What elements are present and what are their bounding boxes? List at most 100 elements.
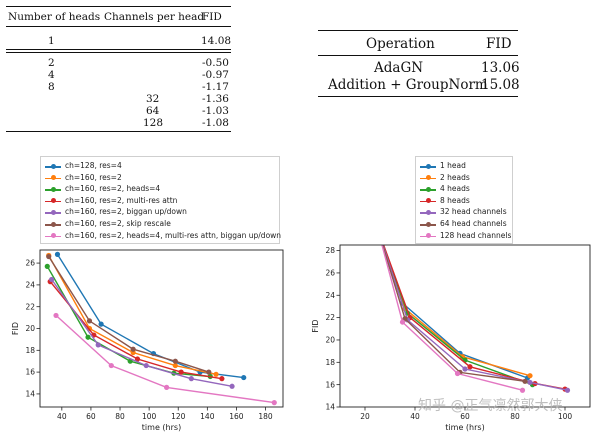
- norm-ablation-table: Operation FID AdaGN 13.06 Addition + Gro…: [318, 30, 520, 98]
- x-tick-label: 60: [460, 412, 470, 421]
- series-line: [381, 245, 523, 391]
- legend-marker: [45, 207, 61, 217]
- data-point: [49, 276, 55, 283]
- legend-label: 4 heads: [440, 184, 470, 194]
- legend-label: ch=128, res=4: [65, 161, 122, 170]
- legend-label: 1 head: [440, 161, 466, 170]
- legend-label: 32 head channels: [440, 207, 507, 217]
- col-header-fid: FID: [202, 11, 222, 23]
- data-point: [206, 369, 212, 375]
- table-double-rule-b: [6, 52, 231, 53]
- y-tick-label: 24: [325, 291, 335, 300]
- data-point: [462, 366, 468, 372]
- table-bottom-rule: [6, 131, 231, 132]
- data-point: [375, 226, 380, 231]
- row-fid-cell: -1.03: [202, 105, 229, 117]
- series-line: [381, 245, 526, 382]
- series-group: [53, 312, 277, 406]
- series-line: [56, 254, 244, 379]
- legend-entry: ch=160, res=2, heads=4, multi-res attn, …: [45, 230, 281, 242]
- legend-marker-dot: [50, 163, 56, 169]
- data-point: [143, 362, 149, 369]
- legend-marker-dot: [50, 233, 56, 239]
- data-point: [375, 226, 380, 231]
- legend-label: 128 head channels: [440, 230, 512, 240]
- data-point: [519, 387, 526, 393]
- legend-label: 64 head channels: [440, 219, 507, 228]
- fid-vs-time-heads-chart: 20 40 60 80 100 14 16 18 20 22 24 26 28 time (hrs) FID…: [290, 148, 600, 435]
- legend-marker: [45, 184, 61, 194]
- col-header-fid: FID: [486, 36, 512, 52]
- row-channels-cell: 128: [143, 117, 164, 129]
- y-tick-label: 18: [25, 346, 35, 355]
- legend-marker-dot: [50, 186, 56, 192]
- x-tick-label: 60: [86, 412, 96, 421]
- legend-marker-dot: [50, 175, 56, 181]
- data-point: [85, 334, 91, 340]
- legend-label: 2 heads: [440, 172, 470, 182]
- data-point: [241, 374, 247, 381]
- data-point: [44, 263, 50, 269]
- row-fid-cell: -1.17: [202, 81, 229, 93]
- legend-marker-dot: [425, 186, 431, 192]
- watermark-text: 知乎 @正气凛然郭大侠: [418, 398, 563, 414]
- legend-entry: 8 heads: [420, 195, 470, 207]
- legend-marker-dot: [425, 209, 431, 215]
- x-tick-label: 140: [200, 412, 215, 421]
- x-tick-label: 40: [410, 412, 420, 421]
- series-group: [49, 276, 235, 389]
- series-group: [54, 251, 247, 381]
- table-bottom-rule: [318, 96, 518, 97]
- row-fid-cell: 15.08: [481, 77, 520, 93]
- data-point: [271, 400, 277, 406]
- table-top-rule: [318, 30, 518, 31]
- legend-marker: [420, 161, 436, 171]
- legend-entry: 64 head channels: [420, 218, 507, 230]
- data-point: [98, 321, 104, 327]
- legend-marker: [45, 196, 61, 206]
- row-heads-cell: 8: [48, 81, 55, 93]
- y-tick-label: 14: [25, 390, 35, 399]
- legend-entry: 1 head: [420, 160, 466, 172]
- x-tick-label: 20: [360, 412, 370, 421]
- legend-marker-dot: [50, 198, 56, 204]
- heads-chart-svg: 20 40 60 80 100 14 16 18 20 22 24 26 28 time (hrs) FID: [311, 226, 591, 432]
- data-point: [46, 253, 52, 260]
- row-fid-cell: -1.36: [202, 93, 229, 105]
- series-group: [382, 245, 533, 379]
- y-tick-label: 26: [325, 269, 335, 278]
- series-group: [47, 279, 225, 382]
- legend-marker-dot: [50, 209, 56, 215]
- plot-frame: [339, 244, 591, 408]
- legend-entry: 32 head channels: [420, 206, 507, 218]
- table-top-rule: [6, 6, 231, 7]
- y-tick-label: 14: [325, 403, 335, 412]
- x-axis-label: time (hrs): [445, 423, 484, 432]
- data-point: [130, 346, 136, 352]
- y-tick-label: 20: [25, 324, 35, 333]
- data-point: [163, 384, 170, 390]
- table-double-rule-a: [6, 49, 231, 50]
- x-tick-label: 120: [171, 412, 186, 421]
- data-point: [522, 378, 528, 384]
- y-tick-label: 22: [325, 313, 335, 322]
- data-point: [375, 226, 380, 231]
- y-tick-label: 28: [325, 246, 335, 255]
- col-header-channels: Channels per head: [104, 11, 205, 23]
- heads-ablation-table: Number of heads Channels per head FID 1 …: [6, 6, 231, 132]
- table-header-rule: [6, 26, 231, 27]
- legend-marker: [420, 196, 436, 206]
- legend-label: ch=160, res=2, heads=4: [65, 184, 161, 194]
- legend-label: ch=160, res=2, multi-res attn: [65, 195, 178, 205]
- legend-marker: [45, 161, 61, 171]
- y-tick-label: 24: [25, 280, 35, 289]
- y-axis-label: FID: [11, 322, 20, 335]
- y-axis-label: FID: [311, 319, 320, 332]
- x-tick-label: 40: [57, 412, 67, 421]
- legend-marker-dot: [425, 175, 431, 181]
- legend-marker: [45, 173, 61, 183]
- data-point: [134, 356, 141, 362]
- row-fid-cell: -0.97: [202, 69, 229, 81]
- series-line: [55, 314, 275, 404]
- x-tick-label: 100: [142, 412, 157, 421]
